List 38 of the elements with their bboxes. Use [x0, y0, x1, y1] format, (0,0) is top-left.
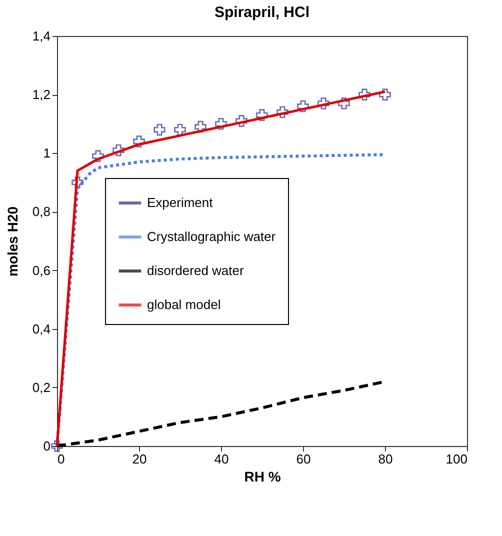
x-tick-label: 100	[446, 452, 468, 466]
legend-label: disordered water	[147, 263, 244, 278]
chart-title: Spirapril, HCl	[214, 4, 310, 21]
x-tick-label: 60	[296, 452, 311, 466]
point	[194, 120, 206, 133]
point	[51, 440, 63, 452]
y-tick-label: 0	[43, 438, 50, 454]
point	[318, 97, 330, 110]
point	[92, 150, 104, 162]
point	[297, 100, 309, 112]
point	[154, 124, 166, 136]
legend-label: global model	[147, 297, 221, 312]
y-tick-label: 1	[43, 146, 50, 161]
point	[174, 124, 186, 136]
point	[358, 88, 370, 100]
y-tick-label: 1,4	[32, 28, 50, 44]
point	[256, 109, 268, 121]
y-tick-label: 0,4	[32, 321, 50, 336]
x-tick-label: 80	[378, 452, 393, 466]
y-tick-label: 0,6	[32, 262, 50, 278]
point	[133, 136, 145, 148]
point	[72, 176, 84, 188]
x-tick-label: 0	[58, 452, 65, 466]
x-tick-label: 20	[132, 452, 147, 466]
x-axis-title: RH %	[244, 468, 282, 484]
legend-label: Crystallographic water	[147, 229, 276, 244]
x-tick-label: 40	[214, 452, 229, 466]
point	[276, 106, 288, 118]
y-tick-label: 1,2	[32, 87, 50, 102]
y-tick-label: 0,8	[32, 204, 50, 220]
point	[236, 115, 248, 127]
point	[112, 144, 124, 156]
y-tick-label: 0,2	[32, 380, 50, 395]
point	[379, 88, 391, 100]
point	[215, 118, 227, 130]
y-axis-title: moles H20	[4, 206, 20, 277]
point	[338, 97, 350, 110]
legend-label: Experiment	[147, 195, 214, 210]
